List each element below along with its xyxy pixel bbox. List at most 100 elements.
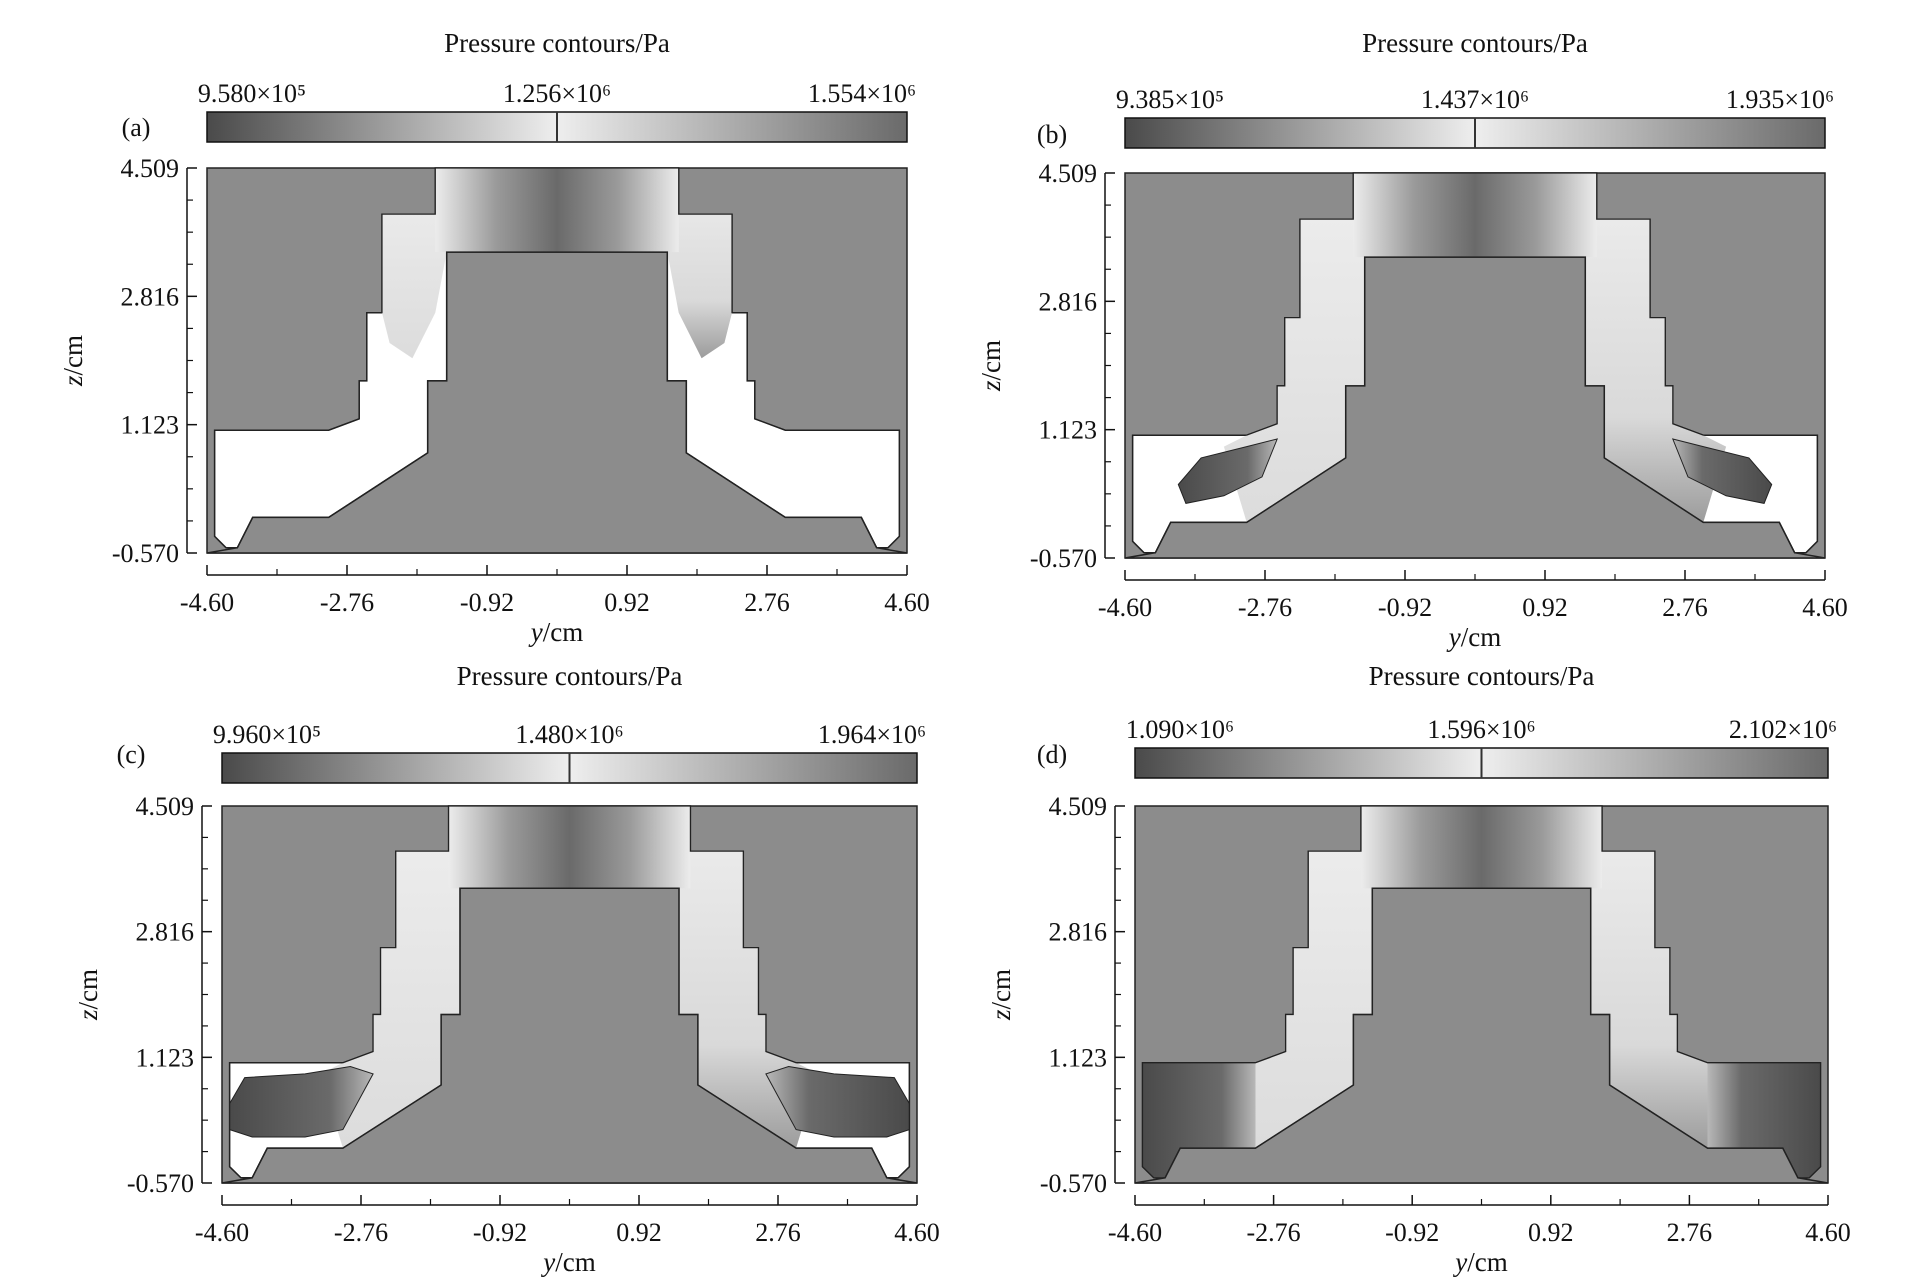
x-axis-label-var: y <box>540 1247 555 1277</box>
y-tick-label: 4.509 <box>136 792 195 821</box>
x-tick-label: -4.60 <box>1098 593 1152 622</box>
y-tick-label: 2.816 <box>1049 918 1108 947</box>
chart-title: Pressure contours/Pa <box>457 661 683 691</box>
panel-label: (a) <box>122 113 151 142</box>
melt-front-left <box>1177 438 1279 504</box>
x-tick-label: 0.92 <box>1528 1218 1574 1247</box>
melt-channel-right <box>679 806 819 1149</box>
melt-channel-left <box>1232 806 1373 1149</box>
x-tick-label: -2.76 <box>334 1218 388 1247</box>
y-tick-label: 1.123 <box>1039 416 1098 445</box>
axes: -4.60 -2.76 -0.92 0.92 2.76 4.60 4.509 2.816 1.1… <box>58 154 930 647</box>
chart-title: Pressure contours/Pa <box>1362 28 1588 58</box>
x-tick-label: -0.92 <box>1385 1218 1439 1247</box>
y-tick-label: 4.509 <box>1049 792 1108 821</box>
y-tick-label: 1.123 <box>1049 1043 1108 1072</box>
melt-channel-right <box>1590 806 1731 1149</box>
x-tick-label: 2.76 <box>755 1218 801 1247</box>
x-tick-label: 4.60 <box>1802 593 1848 622</box>
y-tick-label: 1.123 <box>121 411 180 440</box>
melt-channel-left <box>320 806 460 1149</box>
panel-label: (b) <box>1037 120 1067 149</box>
x-axis-label: y/cm <box>528 617 583 647</box>
x-axis-label-unit: /cm <box>1461 622 1502 652</box>
colorbar-min-label: 9.960×10⁵ <box>213 720 321 749</box>
panel-label: (c) <box>117 740 146 769</box>
x-tick-label: 0.92 <box>604 588 650 617</box>
panel-c: Pressure contours/Pa (c) 9.960×10⁵ 1.480×10… <box>73 661 940 1277</box>
y-axis-label-unit: /cm <box>976 340 1006 381</box>
x-axis-label: y/cm <box>540 1247 595 1277</box>
x-tick-label: 4.60 <box>894 1218 940 1247</box>
x-tick-label: 0.92 <box>616 1218 662 1247</box>
colorbar-min-label: 1.090×10⁶ <box>1126 715 1234 744</box>
y-tick-label: 4.509 <box>1039 159 1098 188</box>
sprue-pressure-region <box>448 806 691 889</box>
melt-channel-right <box>667 168 732 359</box>
panel-d: Pressure contours/Pa (d) 1.090×10⁶ 1.596×10… <box>986 661 1851 1277</box>
x-tick-label: -4.60 <box>1108 1218 1162 1247</box>
x-tick-label: -4.60 <box>180 588 234 617</box>
y-tick-label: 2.816 <box>1039 287 1098 316</box>
axes: -4.60 -2.76 -0.92 0.92 2.76 4.60 4.509 2.816 1.1… <box>986 792 1851 1277</box>
y-tick-label: -0.570 <box>1040 1169 1107 1198</box>
colorbar-max-label: 2.102×10⁶ <box>1729 715 1837 744</box>
x-tick-label: -2.76 <box>1238 593 1292 622</box>
melt-channel-right <box>1585 173 1727 523</box>
x-tick-label: 2.76 <box>1667 1218 1713 1247</box>
x-tick-label: -2.76 <box>1247 1218 1301 1247</box>
panel-b: Pressure contours/Pa (b) 9.385×10⁵ 1.437×10… <box>976 28 1848 652</box>
colorbar-mid-label: 1.256×10⁶ <box>503 79 611 108</box>
x-axis-label-var: y <box>528 617 543 647</box>
x-axis-label-unit: /cm <box>543 617 584 647</box>
colorbar-min-label: 9.385×10⁵ <box>1116 85 1224 114</box>
x-tick-label: 2.76 <box>744 588 790 617</box>
panel-a: Pressure contours/Pa (a) 9.580×10⁵ 1.256×10… <box>58 28 930 647</box>
y-axis-label-unit: /cm <box>73 969 103 1010</box>
x-axis-label: y/cm <box>1446 622 1501 652</box>
y-axis-label-var: z <box>986 1009 1016 1021</box>
colorbar-max-label: 1.935×10⁶ <box>1726 85 1834 114</box>
y-axis-label-var: z <box>976 380 1006 392</box>
y-tick-label: 2.816 <box>136 918 195 947</box>
cavity-outline <box>1141 805 1822 1179</box>
chart-title: Pressure contours/Pa <box>444 28 670 58</box>
y-axis-label-unit: /cm <box>986 969 1016 1010</box>
x-tick-label: -2.76 <box>320 588 374 617</box>
y-axis-label: z/cm <box>73 969 103 1021</box>
melt-front-right <box>765 1065 910 1138</box>
y-axis-label-var: z <box>58 375 88 387</box>
colorbar-min-label: 9.580×10⁵ <box>198 79 306 108</box>
melt-front-right <box>1671 438 1773 504</box>
melt-front-left <box>229 1065 374 1138</box>
cavity-outline <box>229 805 911 1179</box>
melt-front-right <box>1707 1062 1821 1178</box>
x-tick-label: 4.60 <box>884 588 930 617</box>
x-tick-label: -0.92 <box>1378 593 1432 622</box>
melt-front-left <box>1142 1062 1256 1178</box>
cavity-outline <box>214 167 901 549</box>
y-axis-label-unit: /cm <box>58 335 88 376</box>
sprue-pressure-region <box>1360 806 1603 889</box>
x-tick-label: -0.92 <box>460 588 514 617</box>
sprue-pressure-region <box>1353 173 1597 258</box>
x-tick-label: 0.92 <box>1522 593 1568 622</box>
y-axis-label: z/cm <box>986 969 1016 1021</box>
y-tick-label: 2.816 <box>121 282 180 311</box>
colorbar-mid-label: 1.596×10⁶ <box>1427 715 1535 744</box>
x-tick-label: 4.60 <box>1805 1218 1851 1247</box>
x-tick-label: -0.92 <box>473 1218 527 1247</box>
melt-channel-left <box>1223 173 1365 523</box>
y-tick-label: -0.570 <box>127 1169 194 1198</box>
y-axis-label-var: z <box>73 1009 103 1021</box>
y-tick-label: 1.123 <box>136 1043 195 1072</box>
y-tick-label: 4.509 <box>121 154 180 183</box>
x-tick-label: -4.60 <box>195 1218 249 1247</box>
x-tick-label: 2.76 <box>1662 593 1708 622</box>
y-tick-label: -0.570 <box>1030 544 1097 573</box>
x-axis-label-var: y <box>1446 622 1461 652</box>
colorbar-max-label: 1.964×10⁶ <box>818 720 926 749</box>
x-axis-label-unit: /cm <box>555 1247 596 1277</box>
axes: -4.60 -2.76 -0.92 0.92 2.76 4.60 4.509 2.816 1.1… <box>73 792 940 1277</box>
